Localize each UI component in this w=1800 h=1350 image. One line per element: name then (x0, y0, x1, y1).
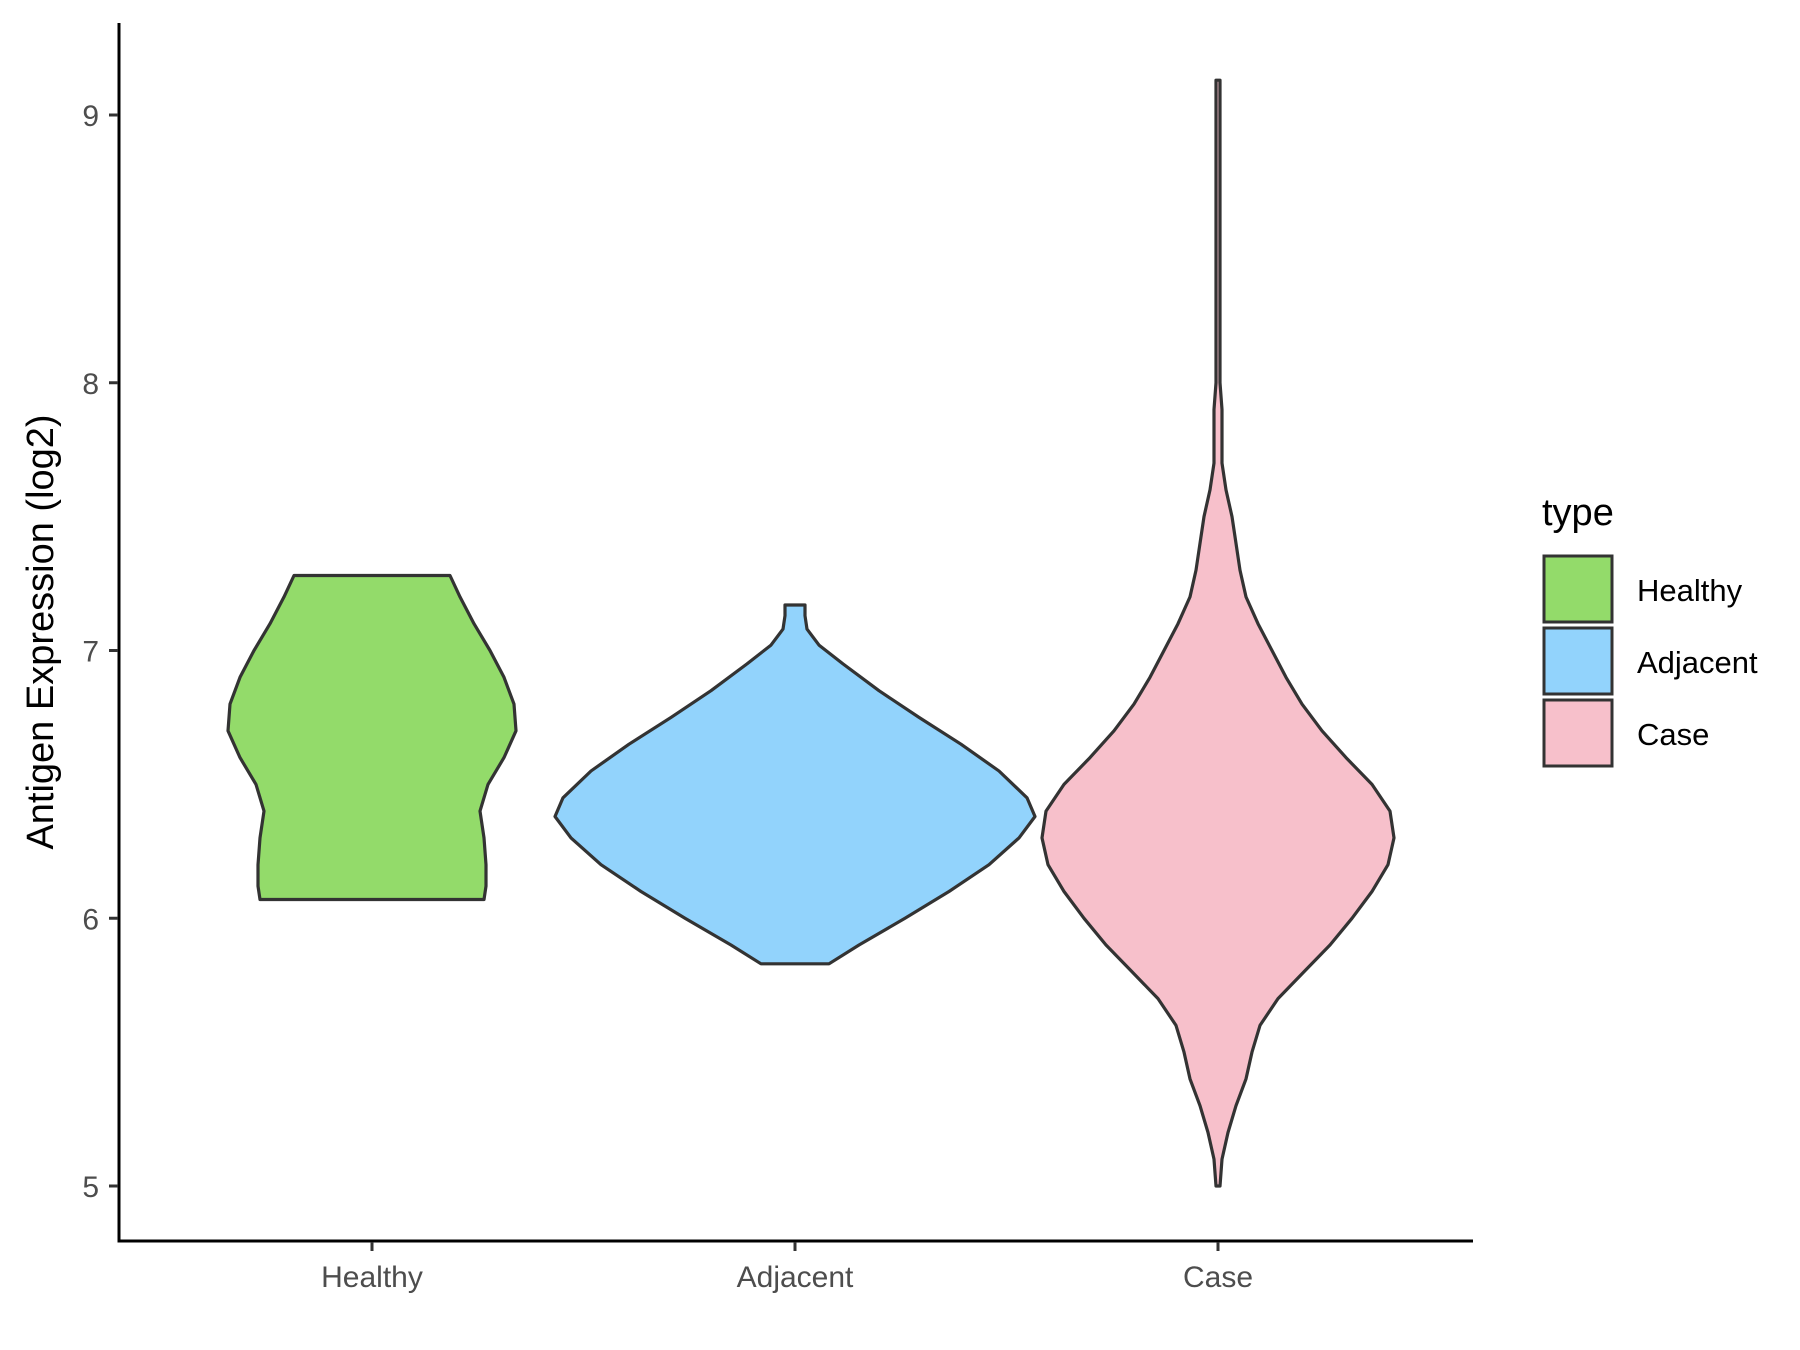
legend-label-adjacent: Adjacent (1637, 645, 1758, 680)
axes (117, 23, 1473, 1243)
y-tick-label: 6 (82, 903, 99, 936)
legend-label-healthy: Healthy (1637, 573, 1743, 608)
x-tick-label-healthy: Healthy (321, 1261, 423, 1294)
legend-title: type (1542, 492, 1614, 534)
x-tick-label-case: Case (1183, 1261, 1253, 1294)
legend-label-case: Case (1637, 717, 1709, 752)
legend: type Healthy Adjacent Case (1542, 492, 1758, 768)
legend-key-adjacent (1542, 626, 1614, 696)
y-tick-label: 5 (82, 1171, 99, 1204)
violin-healthy (226, 573, 518, 902)
ticks: 5 6 7 8 9 Healthy Adjacent Case (82, 100, 1253, 1294)
y-tick-label: 8 (82, 368, 99, 401)
x-tick-label-adjacent: Adjacent (737, 1261, 854, 1294)
legend-key-case (1542, 698, 1614, 768)
violin-case (1040, 78, 1396, 1188)
violin-adjacent (553, 603, 1037, 966)
y-axis-title: Antigen Expression (log2) (20, 414, 62, 849)
plot-area (226, 78, 1396, 1188)
y-tick-label: 9 (82, 100, 99, 133)
legend-key-healthy (1542, 554, 1614, 624)
y-tick-label: 7 (82, 636, 99, 669)
